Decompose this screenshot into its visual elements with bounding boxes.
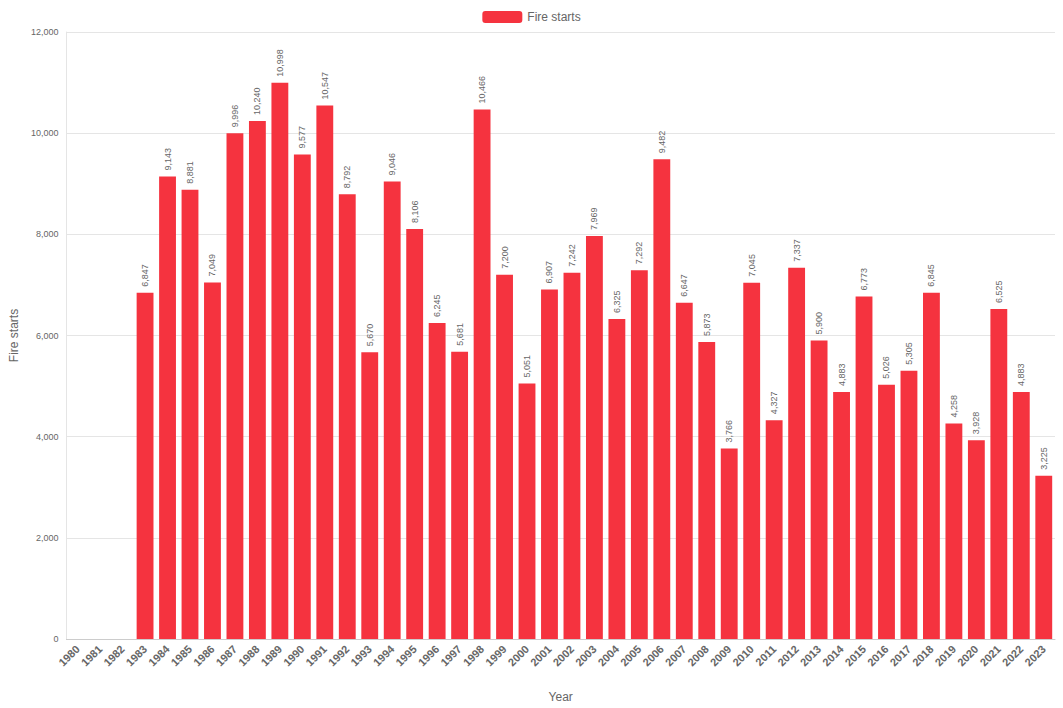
svg-text:1991: 1991 bbox=[303, 643, 329, 669]
svg-text:3,225: 3,225 bbox=[1039, 447, 1049, 470]
svg-text:2021: 2021 bbox=[977, 643, 1003, 669]
svg-text:1997: 1997 bbox=[438, 643, 464, 669]
svg-text:6,245: 6,245 bbox=[432, 295, 442, 318]
svg-text:10,000: 10,000 bbox=[31, 128, 59, 138]
svg-text:2006: 2006 bbox=[640, 643, 666, 669]
svg-text:1989: 1989 bbox=[258, 643, 284, 669]
svg-text:1980: 1980 bbox=[56, 643, 82, 669]
svg-text:2005: 2005 bbox=[618, 643, 644, 669]
svg-text:6,647: 6,647 bbox=[679, 274, 689, 297]
svg-text:10,240: 10,240 bbox=[252, 87, 262, 115]
svg-text:9,577: 9,577 bbox=[297, 126, 307, 149]
svg-text:1981: 1981 bbox=[79, 643, 105, 669]
svg-text:7,292: 7,292 bbox=[634, 242, 644, 265]
svg-text:4,883: 4,883 bbox=[837, 363, 847, 386]
svg-text:10,466: 10,466 bbox=[477, 76, 487, 104]
svg-text:1988: 1988 bbox=[236, 643, 262, 669]
svg-text:2010: 2010 bbox=[730, 643, 756, 669]
svg-text:1982: 1982 bbox=[101, 643, 127, 669]
svg-text:4,000: 4,000 bbox=[36, 432, 59, 442]
svg-text:2001: 2001 bbox=[528, 643, 554, 669]
svg-text:7,969: 7,969 bbox=[589, 207, 599, 230]
svg-text:2003: 2003 bbox=[573, 643, 599, 669]
svg-text:3,928: 3,928 bbox=[971, 412, 981, 435]
svg-text:7,337: 7,337 bbox=[792, 239, 802, 262]
svg-text:1992: 1992 bbox=[326, 643, 352, 669]
svg-text:2002: 2002 bbox=[550, 643, 576, 669]
svg-text:2012: 2012 bbox=[775, 643, 801, 669]
svg-text:1985: 1985 bbox=[168, 643, 194, 669]
svg-text:7,045: 7,045 bbox=[747, 254, 757, 277]
svg-text:1986: 1986 bbox=[191, 643, 217, 669]
svg-text:4,883: 4,883 bbox=[1016, 363, 1026, 386]
svg-text:2008: 2008 bbox=[685, 643, 711, 669]
svg-text:2015: 2015 bbox=[843, 643, 869, 669]
svg-text:1987: 1987 bbox=[213, 643, 239, 669]
svg-text:Fire starts: Fire starts bbox=[7, 309, 21, 362]
svg-text:12,000: 12,000 bbox=[31, 27, 59, 37]
svg-text:2000: 2000 bbox=[505, 643, 531, 669]
svg-text:4,258: 4,258 bbox=[949, 395, 959, 418]
svg-text:8,106: 8,106 bbox=[410, 200, 420, 223]
svg-text:1984: 1984 bbox=[146, 642, 172, 668]
svg-text:5,900: 5,900 bbox=[814, 312, 824, 335]
svg-text:7,200: 7,200 bbox=[500, 246, 510, 269]
svg-text:2018: 2018 bbox=[910, 643, 936, 669]
svg-text:1998: 1998 bbox=[461, 643, 487, 669]
svg-text:9,482: 9,482 bbox=[657, 131, 667, 154]
svg-text:6,773: 6,773 bbox=[859, 268, 869, 291]
svg-text:7,242: 7,242 bbox=[567, 244, 577, 267]
svg-text:2004: 2004 bbox=[595, 642, 621, 668]
svg-text:6,325: 6,325 bbox=[612, 291, 622, 314]
svg-text:5,051: 5,051 bbox=[522, 355, 532, 378]
svg-text:10,998: 10,998 bbox=[275, 49, 285, 77]
svg-text:Year: Year bbox=[549, 690, 573, 704]
svg-text:0: 0 bbox=[53, 634, 58, 644]
svg-text:4,327: 4,327 bbox=[769, 392, 779, 415]
svg-text:2019: 2019 bbox=[932, 643, 958, 669]
svg-text:8,881: 8,881 bbox=[185, 161, 195, 184]
svg-text:2020: 2020 bbox=[955, 643, 981, 669]
svg-text:1996: 1996 bbox=[416, 643, 442, 669]
svg-text:6,845: 6,845 bbox=[926, 264, 936, 287]
svg-text:5,670: 5,670 bbox=[365, 324, 375, 347]
svg-text:2014: 2014 bbox=[820, 642, 846, 668]
svg-text:5,681: 5,681 bbox=[455, 323, 465, 346]
svg-text:2016: 2016 bbox=[865, 643, 891, 669]
svg-text:7,049: 7,049 bbox=[207, 254, 217, 277]
svg-text:5,026: 5,026 bbox=[881, 356, 891, 379]
svg-text:5,305: 5,305 bbox=[904, 342, 914, 365]
svg-text:2023: 2023 bbox=[1022, 643, 1048, 669]
svg-text:8,792: 8,792 bbox=[342, 166, 352, 189]
svg-text:2,000: 2,000 bbox=[36, 533, 59, 543]
svg-text:8,000: 8,000 bbox=[36, 229, 59, 239]
svg-text:2017: 2017 bbox=[887, 643, 913, 669]
svg-text:2022: 2022 bbox=[1000, 643, 1026, 669]
svg-text:2009: 2009 bbox=[708, 643, 734, 669]
svg-text:1993: 1993 bbox=[348, 643, 374, 669]
svg-text:1983: 1983 bbox=[124, 643, 150, 669]
svg-text:6,847: 6,847 bbox=[140, 264, 150, 287]
svg-text:1995: 1995 bbox=[393, 643, 419, 669]
svg-text:3,766: 3,766 bbox=[724, 420, 734, 443]
svg-text:9,046: 9,046 bbox=[387, 153, 397, 176]
svg-text:1999: 1999 bbox=[483, 643, 509, 669]
svg-text:2011: 2011 bbox=[753, 643, 778, 668]
svg-text:5,873: 5,873 bbox=[702, 313, 712, 336]
svg-text:Fire starts: Fire starts bbox=[527, 10, 580, 24]
svg-text:1990: 1990 bbox=[281, 643, 307, 669]
svg-text:2013: 2013 bbox=[798, 643, 824, 669]
svg-text:6,907: 6,907 bbox=[544, 261, 554, 284]
svg-text:2007: 2007 bbox=[663, 643, 689, 669]
svg-text:6,525: 6,525 bbox=[994, 280, 1004, 303]
svg-text:6,000: 6,000 bbox=[36, 331, 59, 341]
svg-text:9,143: 9,143 bbox=[163, 148, 173, 171]
svg-text:1994: 1994 bbox=[371, 642, 397, 668]
svg-text:9,996: 9,996 bbox=[230, 105, 240, 128]
svg-text:10,547: 10,547 bbox=[320, 72, 330, 100]
